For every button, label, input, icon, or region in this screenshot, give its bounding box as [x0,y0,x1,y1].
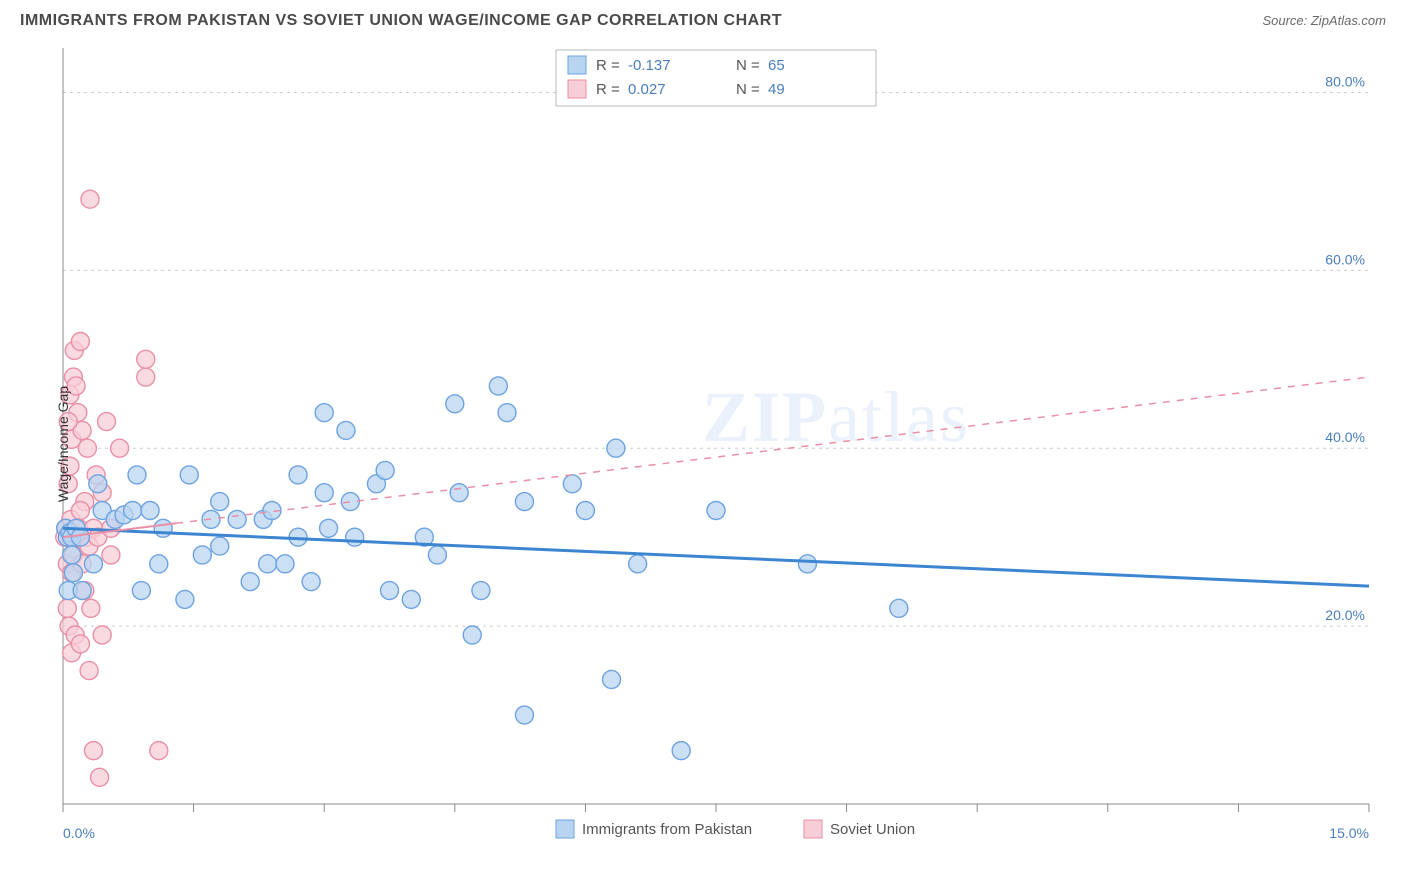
scatter-point [603,670,621,688]
y-tick-label: 60.0% [1325,251,1365,267]
legend-r-value: 0.027 [628,81,666,98]
scatter-point [89,475,107,493]
source-prefix: Source: [1262,13,1310,28]
scatter-point [82,599,100,617]
source-credit: Source: ZipAtlas.com [1262,13,1386,28]
scatter-point [228,510,246,528]
legend-series-label: Soviet Union [830,821,915,838]
scatter-point [890,599,908,617]
source-name: ZipAtlas.com [1311,13,1386,28]
scatter-point [450,484,468,502]
scatter-point [180,466,198,484]
legend-swatch [556,820,574,838]
x-label-left: 0.0% [63,825,95,841]
scatter-point [320,519,338,537]
scatter-point [381,582,399,600]
scatter-point [73,582,91,600]
scatter-point [150,555,168,573]
scatter-point [193,546,211,564]
chart-title: IMMIGRANTS FROM PAKISTAN VS SOVIET UNION… [20,12,782,30]
scatter-point [337,421,355,439]
scatter-point [84,742,102,760]
scatter-point [489,377,507,395]
legend-n-value: 49 [768,81,785,98]
watermark: ZIPatlas [702,377,970,457]
scatter-point [84,555,102,573]
scatter-point [798,555,816,573]
scatter-chart: ZIPatlas 20.0% 40.0% 60.0% 80.0% 0.0% 15.0% R =… [13,34,1393,854]
scatter-point [141,501,159,519]
legend-r-value: -0.137 [628,57,671,74]
scatter-point [707,501,725,519]
scatter-point [91,768,109,786]
scatter-point [80,662,98,680]
scatter-point [289,466,307,484]
scatter-point [446,395,464,413]
legend-n-label: N = [736,81,760,98]
scatter-point [259,555,277,573]
scatter-point [315,404,333,422]
legend-r-label: R = [596,81,620,98]
scatter-point [102,546,120,564]
scatter-point [315,484,333,502]
scatter-point [428,546,446,564]
scatter-point [78,439,96,457]
scatter-point [58,599,76,617]
scatter-point [154,519,172,537]
y-axis-label: Wage/Income Gap [55,386,71,502]
scatter-point [563,475,581,493]
scatter-point [211,537,229,555]
scatter-point [71,501,89,519]
scatter-point [111,439,129,457]
scatter-point [629,555,647,573]
scatter-point [137,350,155,368]
y-tick-label: 20.0% [1325,607,1365,623]
scatter-point [71,333,89,351]
scatter-point [498,404,516,422]
scatter-point [463,626,481,644]
scatter-point [241,573,259,591]
scatter-point [128,466,146,484]
scatter-point [576,501,594,519]
scatter-point [93,626,111,644]
scatter-point [132,582,150,600]
scatter-point [150,742,168,760]
scatter-point [302,573,320,591]
legend-swatch [568,80,586,98]
scatter-point [81,190,99,208]
scatter-point [515,493,533,511]
legend-swatch [804,820,822,838]
chart-container: Wage/Income Gap ZIPatlas 20.0% 40.0% 60.0% 8… [13,34,1393,854]
scatter-point [71,528,89,546]
scatter-point [515,706,533,724]
chart-header: IMMIGRANTS FROM PAKISTAN VS SOVIET UNION… [12,12,1394,34]
legend-r-label: R = [596,57,620,74]
scatter-point [346,528,364,546]
scatter-point [276,555,294,573]
scatter-point [176,590,194,608]
scatter-point [376,461,394,479]
scatter-point [607,439,625,457]
scatter-point [63,546,81,564]
scatter-point [341,493,359,511]
scatter-point [472,582,490,600]
legend-n-label: N = [736,57,760,74]
scatter-point [124,501,142,519]
legend-series-label: Immigrants from Pakistan [582,821,752,838]
legend-swatch [568,56,586,74]
y-tick-label: 80.0% [1325,73,1365,89]
x-label-right: 15.0% [1329,825,1369,841]
scatter-point [402,590,420,608]
legend-n-value: 65 [768,57,785,74]
scatter-point [672,742,690,760]
scatter-point [71,635,89,653]
scatter-point [98,413,116,431]
scatter-point [211,493,229,511]
y-tick-label: 40.0% [1325,429,1365,445]
scatter-point [137,368,155,386]
scatter-point [64,564,82,582]
